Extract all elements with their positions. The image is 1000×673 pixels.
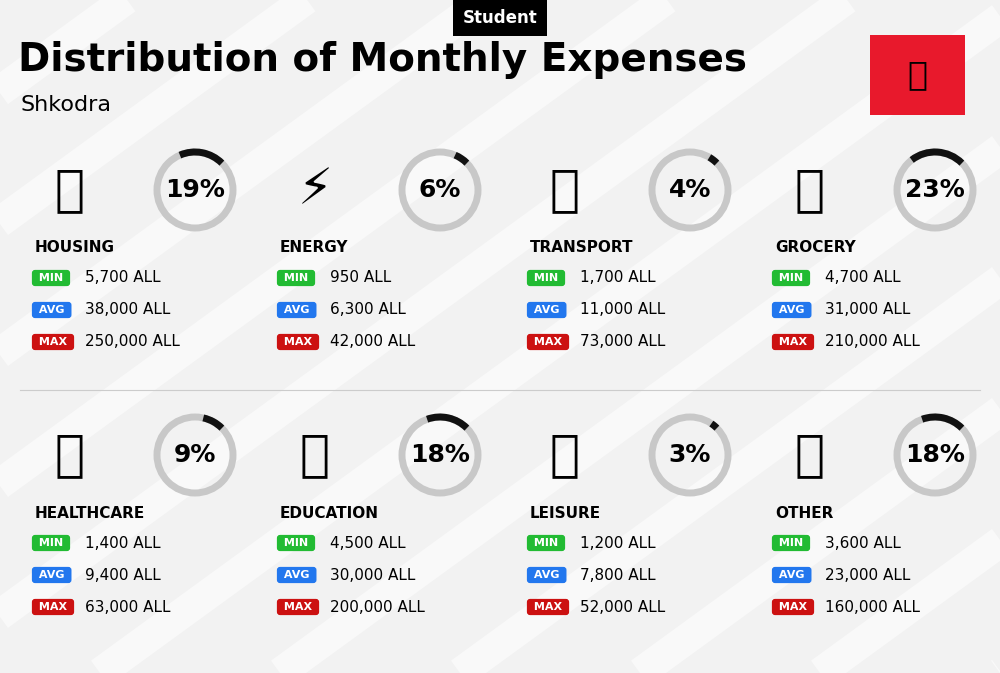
Text: 3,600 ALL: 3,600 ALL [825,536,901,551]
Text: 42,000 ALL: 42,000 ALL [330,334,415,349]
Text: 🚌: 🚌 [550,166,580,214]
Text: 160,000 ALL: 160,000 ALL [825,600,920,614]
Text: 19%: 19% [165,178,225,202]
Text: 23,000 ALL: 23,000 ALL [825,567,910,583]
Text: 1,400 ALL: 1,400 ALL [85,536,161,551]
Text: 11,000 ALL: 11,000 ALL [580,302,665,318]
FancyBboxPatch shape [870,35,965,115]
Text: AVG: AVG [530,305,563,315]
Text: MAX: MAX [280,602,316,612]
Text: GROCERY: GROCERY [775,240,856,256]
Text: EDUCATION: EDUCATION [280,505,379,520]
Text: MAX: MAX [530,602,566,612]
Text: MAX: MAX [35,602,71,612]
Text: 3%: 3% [669,443,711,467]
Text: 🏢: 🏢 [55,166,85,214]
Text: 38,000 ALL: 38,000 ALL [85,302,170,318]
Text: AVG: AVG [530,570,563,580]
Text: 6,300 ALL: 6,300 ALL [330,302,406,318]
Text: 200,000 ALL: 200,000 ALL [330,600,425,614]
Text: HOUSING: HOUSING [35,240,115,256]
Text: 4,700 ALL: 4,700 ALL [825,271,901,285]
Text: 6%: 6% [419,178,461,202]
Text: 9%: 9% [174,443,216,467]
Text: AVG: AVG [35,305,68,315]
Text: 1,200 ALL: 1,200 ALL [580,536,656,551]
Text: 63,000 ALL: 63,000 ALL [85,600,170,614]
Text: 30,000 ALL: 30,000 ALL [330,567,415,583]
Text: 950 ALL: 950 ALL [330,271,391,285]
Text: 210,000 ALL: 210,000 ALL [825,334,920,349]
Text: 73,000 ALL: 73,000 ALL [580,334,665,349]
Text: 🛒: 🛒 [795,166,825,214]
Text: 31,000 ALL: 31,000 ALL [825,302,910,318]
Text: MIN: MIN [35,273,67,283]
Text: MIN: MIN [35,538,67,548]
Text: Student: Student [463,9,537,27]
Text: HEALTHCARE: HEALTHCARE [35,505,145,520]
Text: 🦅: 🦅 [907,59,927,92]
Text: 7,800 ALL: 7,800 ALL [580,567,656,583]
Text: MAX: MAX [530,337,566,347]
Text: TRANSPORT: TRANSPORT [530,240,634,256]
Text: MIN: MIN [775,273,807,283]
Text: 18%: 18% [410,443,470,467]
Text: 4%: 4% [669,178,711,202]
Text: MIN: MIN [530,273,562,283]
Text: MIN: MIN [280,538,312,548]
Text: 💰: 💰 [795,431,825,479]
Text: 🛍️: 🛍️ [550,431,580,479]
Text: MIN: MIN [775,538,807,548]
Text: Distribution of Monthly Expenses: Distribution of Monthly Expenses [18,41,747,79]
Text: Shkodra: Shkodra [20,95,111,115]
Text: AVG: AVG [280,570,313,580]
Text: 5,700 ALL: 5,700 ALL [85,271,161,285]
Text: ENERGY: ENERGY [280,240,349,256]
Text: 🎓: 🎓 [300,431,330,479]
Text: 1,700 ALL: 1,700 ALL [580,271,656,285]
Text: MIN: MIN [280,273,312,283]
Text: 9,400 ALL: 9,400 ALL [85,567,161,583]
Text: MAX: MAX [775,337,811,347]
Text: MAX: MAX [280,337,316,347]
Text: LEISURE: LEISURE [530,505,601,520]
Text: AVG: AVG [35,570,68,580]
Text: OTHER: OTHER [775,505,833,520]
Text: 18%: 18% [905,443,965,467]
Text: 💗: 💗 [55,431,85,479]
Text: 52,000 ALL: 52,000 ALL [580,600,665,614]
Text: 250,000 ALL: 250,000 ALL [85,334,180,349]
Text: ⚡: ⚡ [297,166,333,214]
Text: 23%: 23% [905,178,965,202]
Text: MIN: MIN [530,538,562,548]
Text: AVG: AVG [775,305,808,315]
Text: 4,500 ALL: 4,500 ALL [330,536,406,551]
Text: MAX: MAX [35,337,71,347]
Text: MAX: MAX [775,602,811,612]
Text: AVG: AVG [280,305,313,315]
Text: AVG: AVG [775,570,808,580]
